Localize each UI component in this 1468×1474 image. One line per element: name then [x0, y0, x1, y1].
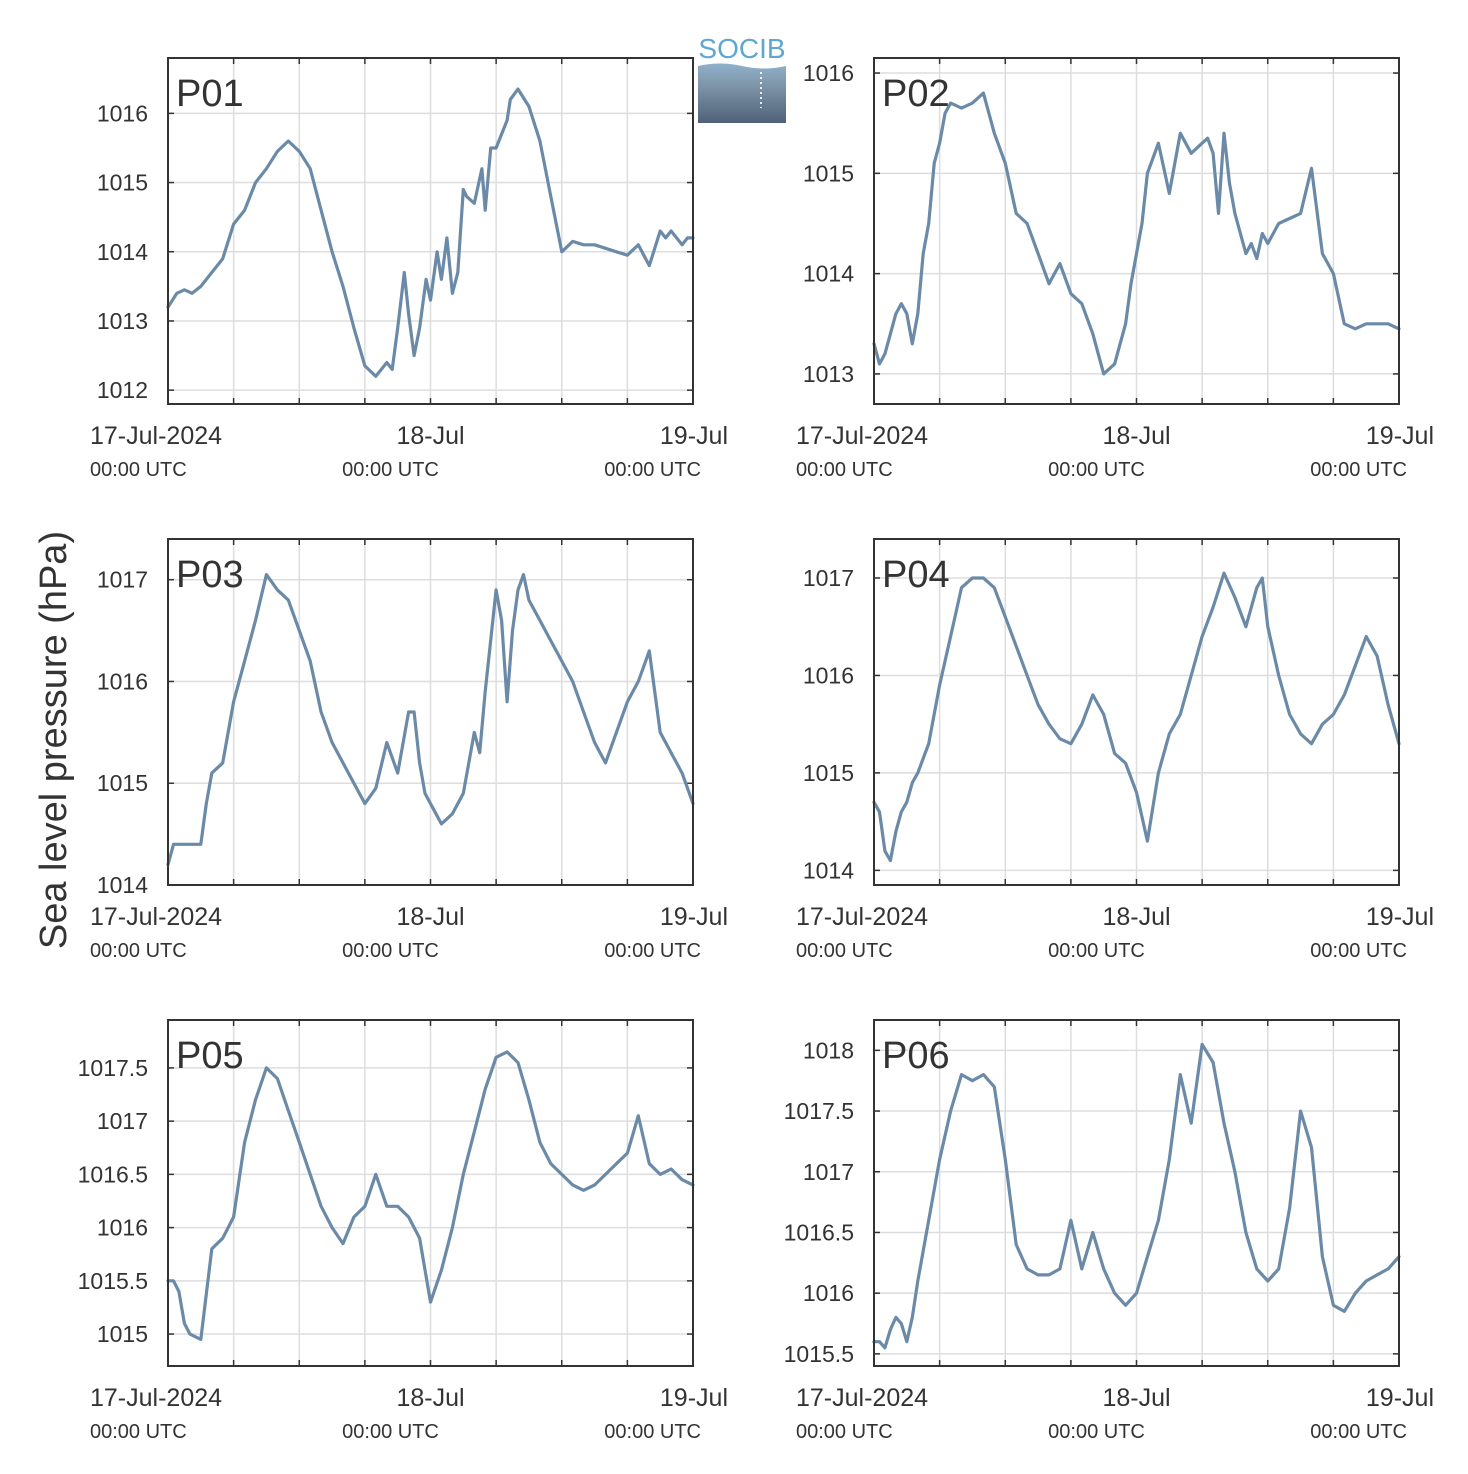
- y-tick-label: 1014: [803, 261, 854, 287]
- y-tick-label: 1015.5: [78, 1268, 148, 1294]
- panel-label: P02: [882, 73, 950, 115]
- y-tick-label: 1016: [97, 1215, 148, 1241]
- x-tick-date-label: 19-Jul: [660, 422, 728, 450]
- x-tick-date-label: 18-Jul: [396, 903, 464, 931]
- x-tick-date-label: 19-Jul: [660, 903, 728, 931]
- plot-frame: [873, 57, 1400, 405]
- y-tick-label: 1017: [97, 567, 148, 593]
- x-tick-date-label: 18-Jul: [1102, 422, 1170, 450]
- chart-panel-p06: 1015.5 1016 1016.5 1017 1017.5 1018 17-Jul-202…: [784, 1019, 1434, 1443]
- x-tick-time-label: 00:00 UTC: [342, 459, 439, 481]
- plot-frame: [167, 1019, 694, 1367]
- y-tick-label: 1017.5: [784, 1098, 854, 1124]
- y-tick-label: 1016: [97, 668, 148, 694]
- x-tick-date-label: 19-Jul: [1366, 422, 1434, 450]
- socib-logo: SOCIB: [698, 33, 786, 123]
- plot-frame: [873, 1019, 1400, 1367]
- x-tick-time-label: 00:00 UTC: [90, 459, 187, 481]
- x-tick-time-label: 00:00 UTC: [796, 459, 893, 481]
- x-tick-date-label: 17-Jul-2024: [90, 1384, 222, 1412]
- chart-panel-p05: 1015 1015.5 1016 1016.5 1017 1017.5 17-Jul-202…: [78, 1019, 728, 1443]
- x-tick-date-label: 19-Jul: [1366, 1384, 1434, 1412]
- panel-label: P06: [882, 1035, 950, 1077]
- y-tick-label: 1016: [97, 100, 148, 126]
- panel-label: P04: [882, 554, 950, 596]
- x-tick-date-label: 19-Jul: [660, 1384, 728, 1412]
- y-tick-label: 1015: [803, 160, 854, 186]
- y-tick-label: 1016.5: [78, 1161, 148, 1187]
- x-tick-time-label: 00:00 UTC: [604, 459, 701, 481]
- y-tick-label: 1015: [803, 760, 854, 786]
- x-tick-time-label: 00:00 UTC: [1310, 459, 1407, 481]
- x-tick-time-label: 00:00 UTC: [90, 1421, 187, 1443]
- x-tick-time-label: 00:00 UTC: [604, 940, 701, 962]
- logo-text: SOCIB: [698, 33, 785, 64]
- y-tick-label: 1017.5: [78, 1055, 148, 1081]
- y-tick-label: 1017: [803, 1159, 854, 1185]
- x-tick-time-label: 00:00 UTC: [796, 1421, 893, 1443]
- x-tick-time-label: 00:00 UTC: [1310, 940, 1407, 962]
- y-tick-label: 1015: [97, 1321, 148, 1347]
- series-line: [166, 87, 695, 378]
- panel-label: P05: [176, 1035, 244, 1077]
- y-tick-label: 1014: [97, 872, 148, 898]
- x-tick-date-label: 17-Jul-2024: [90, 903, 222, 931]
- y-tick-label: 1014: [803, 857, 854, 883]
- x-tick-date-label: 17-Jul-2024: [796, 903, 928, 931]
- plot-frame: [167, 57, 694, 405]
- x-tick-time-label: 00:00 UTC: [1310, 1421, 1407, 1443]
- y-tick-label: 1014: [97, 239, 148, 265]
- series-line: [166, 572, 695, 867]
- y-tick-label: 1015: [97, 770, 148, 796]
- chart-panel-p04: 1014 1015 1016 1017 17-Jul-2024 00:00 UTC 18-J…: [796, 538, 1434, 962]
- y-tick-label: 1016: [803, 60, 854, 86]
- x-tick-date-label: 18-Jul: [396, 422, 464, 450]
- panels: 1012 1013 1014 1015 1016 17-Jul-2024 00:00 UTC…: [78, 57, 1434, 1443]
- series-line: [872, 571, 1401, 863]
- x-tick-time-label: 00:00 UTC: [1048, 1421, 1145, 1443]
- y-tick-label: 1016: [803, 662, 854, 688]
- y-tick-label: 1017: [803, 565, 854, 591]
- chart-panel-p03: 1014 1015 1016 1017 17-Jul-2024 00:00 UTC 18-J…: [90, 538, 728, 962]
- y-tick-label: 1015: [97, 170, 148, 196]
- series-line: [166, 1050, 695, 1342]
- x-tick-date-label: 17-Jul-2024: [796, 422, 928, 450]
- y-tick-label: 1016.5: [784, 1219, 854, 1245]
- x-tick-date-label: 19-Jul: [1366, 903, 1434, 931]
- logo-wave: [698, 63, 786, 123]
- x-tick-date-label: 17-Jul-2024: [796, 1384, 928, 1412]
- y-tick-label: 1015.5: [784, 1341, 854, 1367]
- x-tick-time-label: 00:00 UTC: [342, 1421, 439, 1443]
- plot-frame: [873, 538, 1400, 886]
- y-tick-label: 1018: [803, 1037, 854, 1063]
- series-line: [872, 91, 1401, 376]
- x-tick-time-label: 00:00 UTC: [1048, 940, 1145, 962]
- y-axis-label: Sea level pressure (hPa): [33, 531, 75, 949]
- x-tick-time-label: 00:00 UTC: [796, 940, 893, 962]
- x-tick-date-label: 17-Jul-2024: [90, 422, 222, 450]
- y-tick-label: 1012: [97, 377, 148, 403]
- x-tick-time-label: 00:00 UTC: [1048, 459, 1145, 481]
- x-tick-date-label: 18-Jul: [396, 1384, 464, 1412]
- y-tick-label: 1013: [803, 361, 854, 387]
- x-tick-time-label: 00:00 UTC: [342, 940, 439, 962]
- y-tick-label: 1016: [803, 1280, 854, 1306]
- y-tick-label: 1013: [97, 308, 148, 334]
- chart-panel-p02: 1013 1014 1015 1016 17-Jul-2024 00:00 UTC 18-J…: [796, 57, 1434, 481]
- series-line: [872, 1042, 1401, 1350]
- panel-label: P03: [176, 554, 244, 596]
- plot-frame: [167, 538, 694, 886]
- x-tick-date-label: 18-Jul: [1102, 903, 1170, 931]
- chart-panel-p01: 1012 1013 1014 1015 1016 17-Jul-2024 00:00 UTC…: [90, 57, 728, 481]
- x-tick-time-label: 00:00 UTC: [604, 1421, 701, 1443]
- x-tick-time-label: 00:00 UTC: [90, 940, 187, 962]
- x-tick-date-label: 18-Jul: [1102, 1384, 1170, 1412]
- y-tick-label: 1017: [97, 1108, 148, 1134]
- panel-label: P01: [176, 73, 244, 115]
